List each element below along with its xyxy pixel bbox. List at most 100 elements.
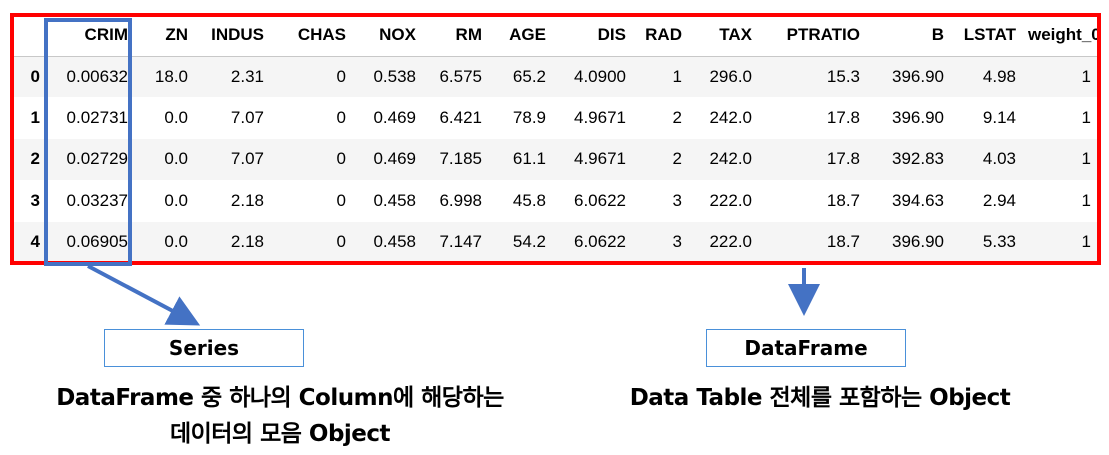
dataframe-caption: Data Table 전체를 포함하는 Object	[629, 385, 1011, 411]
table-cell: 78.9	[512, 108, 546, 128]
table-cell: 0.06905	[66, 232, 128, 252]
table-cell: 4.03	[982, 149, 1016, 169]
table-cell: 2	[672, 149, 682, 169]
table-cell: 1	[1081, 66, 1091, 86]
row-index: 0	[30, 66, 40, 86]
table-cell: 6.998	[439, 190, 482, 210]
table-cell: 0.03237	[66, 190, 128, 210]
table-cell: 2.18	[230, 190, 264, 210]
table-cell: 3	[672, 232, 682, 252]
column-header-b: B	[866, 15, 950, 57]
table-cell: 0.469	[373, 149, 416, 169]
table-cell: 396.90	[892, 108, 944, 128]
table-cell: 4.9671	[574, 149, 626, 169]
table-row: 4 0.06905 0.0 2.18 0 0.458 7.147 54.2 6.0622 3 222…	[14, 221, 1097, 263]
table-cell: 7.07	[230, 149, 264, 169]
column-header-ptratio: PTRATIO	[758, 15, 866, 57]
table-cell: 2	[672, 108, 682, 128]
dataframe-label-box: DataFrame	[706, 329, 906, 367]
table-row: 0 0.00632 18.0 2.31 0 0.538 6.575 65.2 4.0900 1 29…	[14, 56, 1097, 98]
table-cell: 0	[336, 190, 346, 210]
table-cell: 0.538	[373, 66, 416, 86]
table-cell: 4.9671	[574, 108, 626, 128]
table-cell: 45.8	[512, 190, 546, 210]
table-cell: 18.7	[826, 232, 860, 252]
column-header-nox: NOX	[352, 15, 422, 57]
column-header-crim: CRIM	[46, 15, 134, 57]
table-cell: 1	[1081, 232, 1091, 252]
table-cell: 7.07	[230, 108, 264, 128]
column-header-indus: INDUS	[194, 15, 270, 57]
table-cell: 396.90	[892, 232, 944, 252]
column-header-rad: RAD	[632, 15, 688, 57]
column-header-zn: ZN	[134, 15, 194, 57]
column-header-weight-0: weight_0	[1022, 15, 1097, 57]
table-cell: 296.0	[709, 66, 752, 86]
series-caption-line1: DataFrame 중 하나의 Column에 해당하는	[56, 385, 504, 411]
column-header-rm: RM	[422, 15, 488, 57]
table-cell: 0.02729	[66, 149, 128, 169]
table-cell: 0	[336, 232, 346, 252]
table-cell: 0.0	[164, 149, 188, 169]
table-cell: 0.0	[164, 190, 188, 210]
table-cell: 4.0900	[574, 66, 626, 86]
table-cell: 0.458	[373, 232, 416, 252]
table-cell: 18.7	[826, 190, 860, 210]
table-cell: 222.0	[709, 232, 752, 252]
column-header-age: AGE	[488, 15, 552, 57]
table-cell: 1	[1081, 190, 1091, 210]
table-cell: 54.2	[512, 232, 546, 252]
table-row: 3 0.03237 0.0 2.18 0 0.458 6.998 45.8 6.0622 3 222…	[14, 180, 1097, 222]
row-index: 2	[30, 149, 40, 169]
table-cell: 396.90	[892, 66, 944, 86]
table-cell: 2.18	[230, 232, 264, 252]
table-cell: 4.98	[982, 66, 1016, 86]
table-cell: 6.575	[439, 66, 482, 86]
row-index: 4	[30, 232, 40, 252]
table-cell: 6.0622	[574, 190, 626, 210]
table-cell: 61.1	[512, 149, 546, 169]
row-index: 3	[30, 190, 40, 210]
table-cell: 17.8	[826, 149, 860, 169]
dataframe-table: CRIM ZN INDUS CHAS NOX RM AGE DIS RAD TAX PTRATIO B…	[14, 15, 1097, 263]
table-cell: 394.63	[892, 190, 944, 210]
series-label: Series	[168, 336, 240, 360]
table-cell: 2.94	[982, 190, 1016, 210]
table-cell: 6.0622	[574, 232, 626, 252]
row-index: 1	[30, 108, 40, 128]
table-cell: 17.8	[826, 108, 860, 128]
table-cell: 2.31	[230, 66, 264, 86]
table-cell: 18.0	[154, 66, 188, 86]
series-arrow	[87, 264, 201, 326]
table-cell: 0	[336, 66, 346, 86]
table-body: 0 0.00632 18.0 2.31 0 0.538 6.575 65.2 4.0900 1 29…	[14, 56, 1097, 263]
table-header-row: CRIM ZN INDUS CHAS NOX RM AGE DIS RAD TAX PTRATIO B…	[14, 15, 1097, 57]
table-cell: 1	[1081, 149, 1091, 169]
table-cell: 7.147	[439, 232, 482, 252]
table-cell: 1	[672, 66, 682, 86]
table-cell: 0.458	[373, 190, 416, 210]
table-cell: 0	[336, 108, 346, 128]
table-cell: 5.33	[982, 232, 1016, 252]
table-cell: 0.02731	[66, 108, 128, 128]
table-row: 1 0.02731 0.0 7.07 0 0.469 6.421 78.9 4.9671 2 242…	[14, 97, 1097, 139]
series-label-box: Series	[104, 329, 304, 367]
index-header	[14, 15, 46, 57]
table-cell: 65.2	[512, 66, 546, 86]
table-cell: 0.0	[164, 108, 188, 128]
table-cell: 6.421	[439, 108, 482, 128]
column-header-chas: CHAS	[270, 15, 352, 57]
table-cell: 0.0	[164, 232, 188, 252]
table-cell: 15.3	[826, 66, 860, 86]
table-cell: 0.00632	[66, 66, 128, 86]
table-cell: 9.14	[982, 108, 1016, 128]
table-cell: 242.0	[709, 108, 752, 128]
table-cell: 3	[672, 190, 682, 210]
column-header-dis: DIS	[552, 15, 632, 57]
table-cell: 392.83	[892, 149, 944, 169]
table-row: 2 0.02729 0.0 7.07 0 0.469 7.185 61.1 4.9671 2 242…	[14, 138, 1097, 181]
column-header-lstat: LSTAT	[950, 15, 1022, 57]
table-cell: 0	[336, 149, 346, 169]
table-cell: 7.185	[439, 149, 482, 169]
